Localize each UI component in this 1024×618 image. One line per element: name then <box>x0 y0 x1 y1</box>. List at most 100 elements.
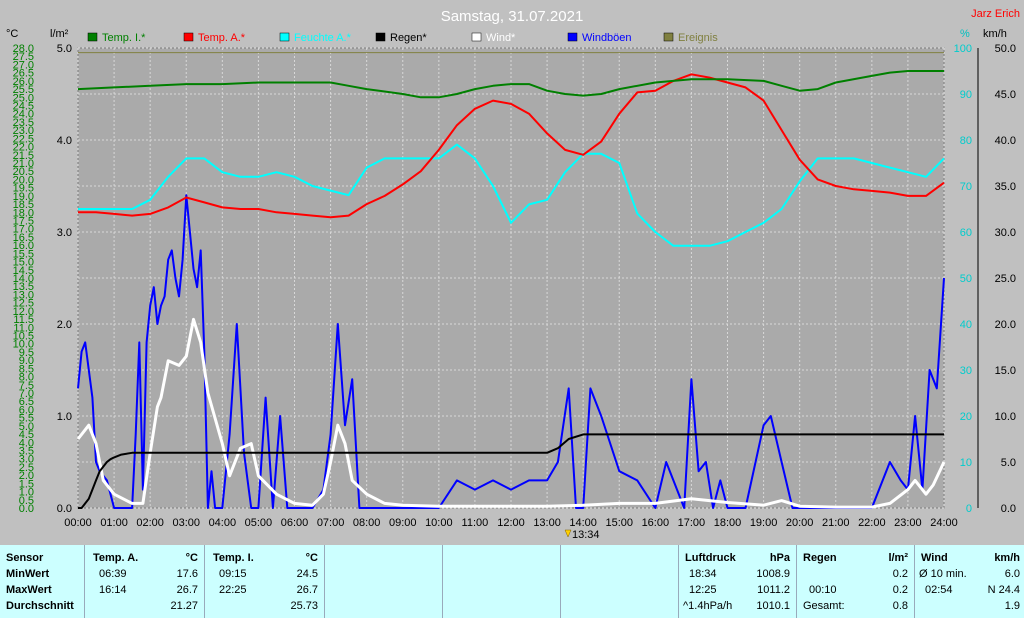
time-tick-label: 11:00 <box>462 517 489 529</box>
temp-tick-label: 15.5 <box>13 248 34 260</box>
temp-tick-label: 28.0 <box>13 43 34 55</box>
temp-tick-label: 0.5 <box>19 495 34 507</box>
rain-r1-val: 0.2 <box>892 568 908 580</box>
series-line-temp-a <box>78 73 945 219</box>
legend-swatch <box>567 32 578 42</box>
rain-r2-val: 0.2 <box>892 584 908 596</box>
wind-tick-label: 50.0 <box>995 43 1016 55</box>
temp-tick-label: 26.5 <box>13 68 34 80</box>
temp-tick-label: 8.5 <box>19 363 34 375</box>
humidity-tick-label: 0 <box>966 503 972 515</box>
series-line-wind <box>76 317 946 509</box>
time-tick-label: 06:00 <box>281 517 309 529</box>
stats-panel: Sensor MinWert MaxWert Durchschnitt Temp… <box>0 545 1024 618</box>
wind-tick-label: 0.0 <box>1001 503 1016 515</box>
temp-tick-label: 13.5 <box>13 281 34 293</box>
temp-tick-label: 8.0 <box>19 372 34 384</box>
stats-col-rain: Regen l/m² 0.2 00:10 0.2 Gesamt: 0.8 <box>797 545 915 618</box>
time-tick-label: 17:00 <box>678 517 706 529</box>
series-line-regen <box>78 433 944 509</box>
wind-avg-label: Ø 10 min. <box>919 568 967 580</box>
temp-tick-label: 14.5 <box>13 265 34 277</box>
temp-tick-label: 23.5 <box>13 117 34 129</box>
temp-i-unit: °C <box>305 552 318 564</box>
temp-a-min-time: 06:39 <box>99 568 127 580</box>
time-tick-label: 07:00 <box>317 517 345 529</box>
wind-tick-label: 5.0 <box>1001 457 1016 469</box>
wind-tick-label: 35.0 <box>995 181 1016 193</box>
wind-tick-label: 40.0 <box>995 135 1016 147</box>
wind-tick-label: 25.0 <box>995 273 1016 285</box>
chart-title: Samstag, 31.07.2021 <box>441 8 584 25</box>
rain-tick-label: 4.0 <box>57 135 72 147</box>
temp-tick-label: 25.0 <box>13 92 34 104</box>
temp-tick-label: 18.5 <box>13 199 34 211</box>
temp-tick-label: 17.0 <box>13 224 34 236</box>
time-tick-label: 09:00 <box>389 517 417 529</box>
temp-tick-label: 3.5 <box>19 446 34 458</box>
wind-tick-label: 20.0 <box>995 319 1016 331</box>
temp-tick-label: 11.0 <box>13 322 34 334</box>
temp-i-max-val: 26.7 <box>296 584 318 596</box>
temp-tick-label: 2.0 <box>19 470 34 482</box>
rain-unit: l/m² <box>888 552 908 564</box>
temp-tick-label: 24.5 <box>13 101 34 113</box>
right-unit-wind: km/h <box>983 28 1007 40</box>
temp-tick-label: 25.5 <box>13 84 34 96</box>
time-tick-label: 13:00 <box>533 517 561 529</box>
weather-chart: Samstag, 31.07.2021 Jarz Erich °C l/m² %… <box>6 8 1020 541</box>
pressure-min-time: 18:34 <box>689 568 717 580</box>
time-marker: 13:34 <box>564 529 600 541</box>
legend-label: Ereignis <box>678 32 718 44</box>
temp-tick-label: 6.5 <box>19 396 34 408</box>
temp-a-max-time: 16:14 <box>99 584 127 596</box>
temp-tick-label: 12.5 <box>13 298 34 310</box>
row-label-max: MaxWert <box>6 584 52 596</box>
rain-header: Regen <box>803 552 837 564</box>
temp-tick-label: 21.0 <box>13 158 34 170</box>
time-tick-label: 03:00 <box>172 517 200 529</box>
time-tick-label: 24:00 <box>930 517 958 529</box>
rain-total-val: 0.8 <box>892 600 908 612</box>
rain-axis: 0.0 1.0 2.0 3.0 4.0 5.0 <box>57 43 72 515</box>
temp-tick-label: 2.5 <box>19 462 34 474</box>
temp-tick-label: 5.5 <box>19 413 34 425</box>
wind-tick-label: 45.0 <box>995 89 1016 101</box>
humidity-tick-label: 100 <box>954 43 972 55</box>
humidity-tick-label: 50 <box>960 273 972 285</box>
temp-tick-label: 24.0 <box>13 109 34 121</box>
time-tick-label: 02:00 <box>136 517 164 529</box>
temp-tick-label: 3.0 <box>19 454 34 466</box>
legend-swatch <box>87 32 98 42</box>
legend-swatch <box>375 32 386 42</box>
temp-tick-label: 0.0 <box>19 503 34 515</box>
legend-label: Windböen <box>582 32 632 44</box>
time-tick-label: 00:00 <box>64 517 92 529</box>
temp-tick-label: 1.5 <box>19 478 34 490</box>
temp-tick-label: 9.0 <box>19 355 34 367</box>
wind-header: Wind <box>921 552 948 564</box>
time-tick-label: 08:00 <box>353 517 381 529</box>
legend-label: Feuchte A.* <box>294 32 352 44</box>
right-unit-pct: % <box>960 28 970 40</box>
temp-tick-label: 9.5 <box>19 347 34 359</box>
humidity-tick-label: 10 <box>960 457 972 469</box>
legend-swatch <box>279 32 290 42</box>
legend-swatch <box>663 32 674 42</box>
temp-tick-label: 10.5 <box>13 331 34 343</box>
temp-tick-label: 22.5 <box>13 133 34 145</box>
temp-tick-label: 21.5 <box>13 150 34 162</box>
pressure-min-val: 1008.9 <box>756 568 790 580</box>
humidity-tick-label: 40 <box>960 319 972 331</box>
legend-label: Regen* <box>390 32 427 44</box>
temp-tick-label: 6.0 <box>19 404 34 416</box>
grid <box>77 47 945 509</box>
temp-tick-label: 20.5 <box>13 166 34 178</box>
temp-i-max-time: 22:25 <box>219 584 247 596</box>
rain-total-label: Gesamt: <box>803 600 845 612</box>
temp-tick-label: 12.0 <box>13 306 34 318</box>
temp-a-min-val: 17.6 <box>176 568 198 580</box>
pressure-max-val: 1011.2 <box>757 584 790 596</box>
time-tick-label: 16:00 <box>642 517 670 529</box>
temp-tick-label: 15.0 <box>13 257 34 269</box>
